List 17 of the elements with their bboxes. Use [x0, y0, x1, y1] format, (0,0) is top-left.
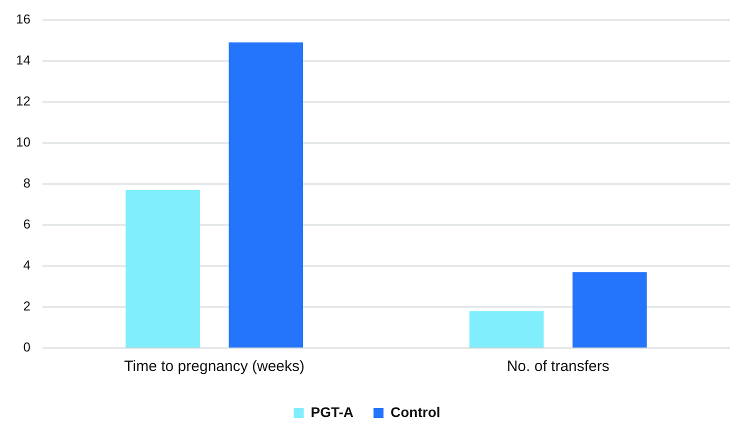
bar	[228, 42, 304, 348]
legend-label: Control	[390, 404, 440, 420]
y-tick-label: 10	[16, 134, 30, 150]
y-tick-label: 16	[16, 11, 30, 26]
y-tick-label: 14	[16, 52, 30, 68]
y-tick-label: 4	[23, 258, 30, 273]
y-tick-label: 2	[23, 298, 30, 314]
bar	[572, 272, 647, 348]
y-tick-label: 12	[16, 93, 30, 108]
bar	[469, 311, 544, 348]
x-tick-label: No. of transfers	[506, 358, 610, 376]
legend-label: PGT-A	[310, 404, 354, 420]
bar	[126, 190, 200, 348]
x-tick-label: Time to pregnancy (weeks)	[124, 358, 305, 376]
y-tick-label: 6	[23, 216, 30, 232]
y-tick-label: 0	[23, 340, 30, 355]
y-tick-label: 8	[23, 175, 30, 190]
